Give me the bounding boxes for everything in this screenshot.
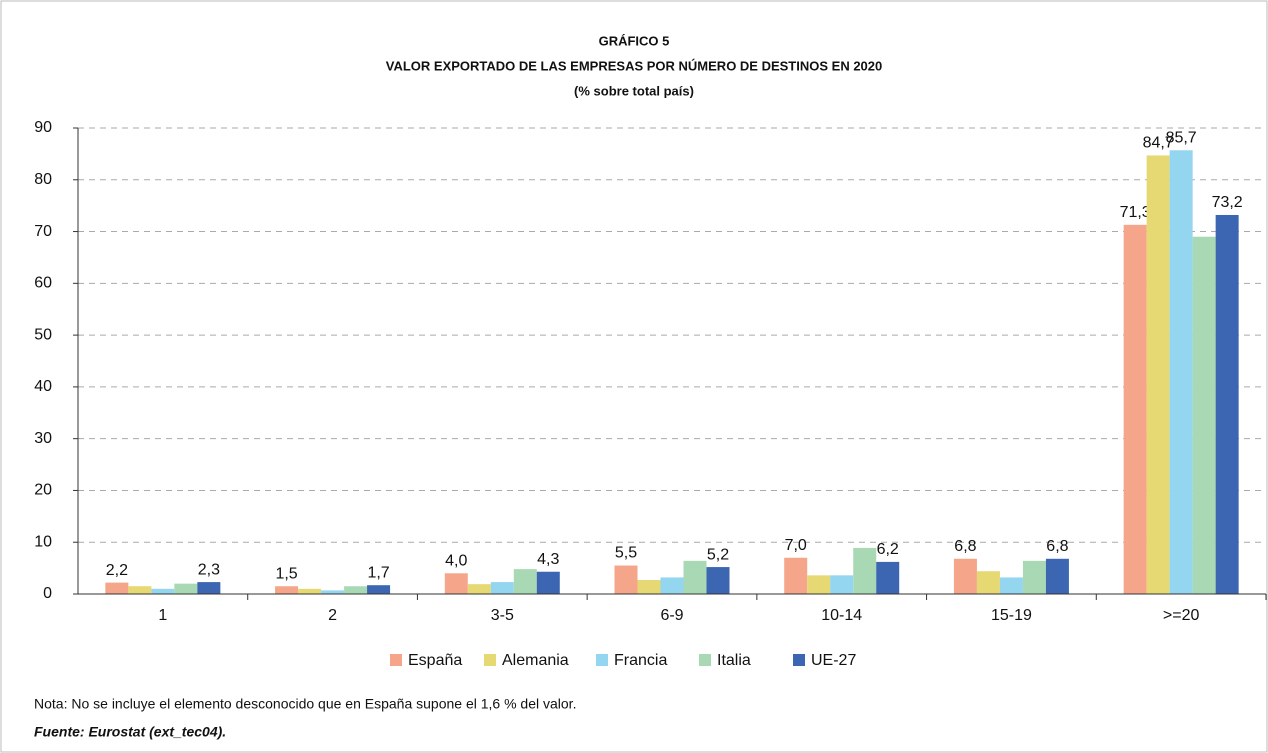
legend-swatch: [596, 654, 608, 666]
x-tick-label: 6-9: [660, 607, 683, 624]
chart-title: GRÁFICO 5: [599, 33, 670, 48]
legend-label: UE-27: [811, 652, 856, 669]
bar: [953, 558, 977, 594]
x-tick-label: 3-5: [491, 607, 514, 624]
bar: [105, 582, 129, 594]
y-tick-label: 70: [34, 223, 52, 240]
legend-swatch: [484, 654, 496, 666]
bar: [344, 586, 368, 594]
bar: [976, 571, 1000, 594]
y-tick-label: 30: [34, 430, 52, 447]
data-label: 4,3: [537, 551, 559, 568]
y-tick-label: 50: [34, 326, 52, 343]
bar: [1215, 214, 1239, 594]
source: Fuente: Eurostat (ext_tec04).: [34, 724, 226, 740]
bar: [197, 582, 221, 594]
unit-note: (% sobre total país): [574, 83, 694, 98]
data-label: 1,5: [275, 565, 297, 582]
x-tick-label: 10-14: [821, 607, 862, 624]
data-label: 5,2: [707, 546, 729, 563]
x-tick-label: 1: [158, 607, 167, 624]
bar: [1123, 224, 1147, 594]
y-tick-label: 60: [34, 275, 52, 292]
x-tick-label: 15-19: [991, 607, 1032, 624]
bar: [637, 580, 661, 594]
chart-subtitle: VALOR EXPORTADO DE LAS EMPRESAS POR NÚME…: [386, 58, 883, 73]
legend-swatch: [699, 654, 711, 666]
bar: [807, 575, 831, 594]
data-label: 6,2: [877, 541, 899, 558]
bar: [999, 577, 1023, 594]
data-label: 73,2: [1212, 194, 1243, 211]
legend-swatch: [390, 654, 402, 666]
data-label: 1,7: [367, 564, 389, 581]
bar: [706, 567, 730, 594]
data-label: 4,0: [445, 553, 467, 570]
y-tick-label: 90: [34, 119, 52, 136]
bar: [513, 569, 537, 594]
bar: [444, 573, 468, 594]
data-label: 2,3: [198, 561, 220, 578]
bar: [174, 583, 198, 594]
legend-label: Italia: [717, 652, 751, 669]
x-tick-label: 2: [328, 607, 337, 624]
note: Nota: No se incluye el elemento desconoc…: [34, 696, 576, 712]
y-tick-label: 80: [34, 171, 52, 188]
bar: [830, 575, 854, 594]
y-tick-label: 20: [34, 482, 52, 499]
data-label: 71,3: [1120, 204, 1151, 221]
data-label: 7,0: [785, 537, 807, 554]
bar: [298, 588, 322, 594]
bar: [1146, 155, 1170, 595]
bar: [367, 585, 391, 594]
bar: [467, 584, 491, 594]
bar: [128, 586, 152, 594]
data-label: 2,2: [106, 562, 128, 579]
bar: [784, 557, 808, 594]
bar: [876, 561, 900, 594]
bar: [1022, 560, 1046, 594]
data-label: 6,8: [954, 538, 976, 555]
legend-label: España: [408, 652, 462, 669]
bar: [151, 588, 175, 594]
bar: [1045, 558, 1069, 594]
bar: [321, 590, 345, 594]
bar: [853, 547, 877, 594]
data-label: 85,7: [1166, 129, 1197, 146]
data-label: 5,5: [615, 545, 637, 562]
bar: [490, 582, 514, 594]
legend-label: Alemania: [502, 652, 569, 669]
data-label: 84,7: [1143, 135, 1174, 152]
bar: [1192, 236, 1216, 594]
x-tick-label: >=20: [1163, 607, 1200, 624]
bar: [536, 571, 560, 594]
bar: [683, 560, 707, 594]
y-tick-label: 40: [34, 378, 52, 395]
y-tick-label: 10: [34, 533, 52, 550]
legend-label: Francia: [614, 652, 667, 669]
legend-swatch: [793, 654, 805, 666]
bar: [1169, 150, 1193, 594]
bar: [660, 577, 684, 594]
y-tick-label: 0: [43, 585, 52, 602]
bar: [275, 586, 299, 594]
bar: [614, 565, 638, 594]
data-label: 6,8: [1046, 538, 1068, 555]
